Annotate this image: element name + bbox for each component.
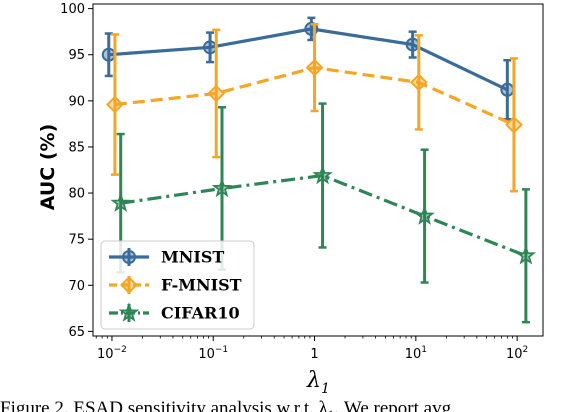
y-tick-label: 100: [60, 2, 85, 17]
x-tick-label: 1: [310, 347, 318, 362]
figure-caption: Figure 2. ESAD sensitivity analysis w.r.…: [0, 398, 456, 412]
legend: MNIST F-MNIST CIFAR10: [100, 240, 255, 330]
x-tick-label: 10−1: [198, 345, 228, 362]
x-tick-label: 102: [506, 345, 528, 362]
data-point: [405, 37, 420, 52]
y-tick-label: 90: [68, 94, 85, 109]
data-point: [211, 177, 233, 198]
data-point: [203, 40, 218, 55]
data-point: [505, 115, 523, 134]
series-layer: [101, 16, 537, 324]
y-tick-label: 70: [68, 279, 85, 294]
data-point: [106, 95, 124, 114]
plot-axes: 65 70 75 80 85 90 95 100 10−2 10−1 1 101 102: [60, 2, 544, 362]
y-tick-label: 65: [68, 325, 85, 340]
x-tick-label: 10−2: [97, 345, 127, 362]
y-tick-label: 75: [68, 233, 85, 248]
data-point: [312, 164, 333, 185]
series-mnist: [101, 16, 515, 121]
legend-box: [100, 240, 255, 330]
data-point: [305, 58, 324, 77]
y-tick-label: 85: [68, 140, 85, 155]
x-axis-label-subscript: 1: [321, 381, 330, 397]
legend-marker: [118, 302, 140, 322]
plot-frame: [92, 3, 544, 337]
x-tick-label: 101: [405, 345, 427, 362]
series-f-mnist: [106, 23, 523, 193]
legend-label: CIFAR10: [161, 304, 240, 323]
series-cifar10: [110, 102, 537, 324]
data-point: [515, 244, 537, 265]
x-axis-label: λ1: [306, 368, 330, 397]
legend-marker: [122, 250, 136, 264]
data-point: [500, 82, 515, 97]
x-axis-label-symbol: λ: [306, 368, 321, 393]
y-axis-label: AUC (%): [37, 124, 59, 211]
data-point: [101, 47, 116, 62]
data-point: [414, 205, 435, 225]
legend-marker: [120, 276, 138, 294]
y-tick-label: 80: [68, 187, 85, 202]
data-point: [207, 84, 226, 103]
legend-label: F-MNIST: [161, 276, 242, 295]
legend-label: MNIST: [161, 248, 224, 267]
series-line: [108, 27, 509, 92]
y-tick-label: 95: [68, 48, 85, 63]
data-point: [409, 73, 428, 92]
data-point: [110, 192, 131, 212]
